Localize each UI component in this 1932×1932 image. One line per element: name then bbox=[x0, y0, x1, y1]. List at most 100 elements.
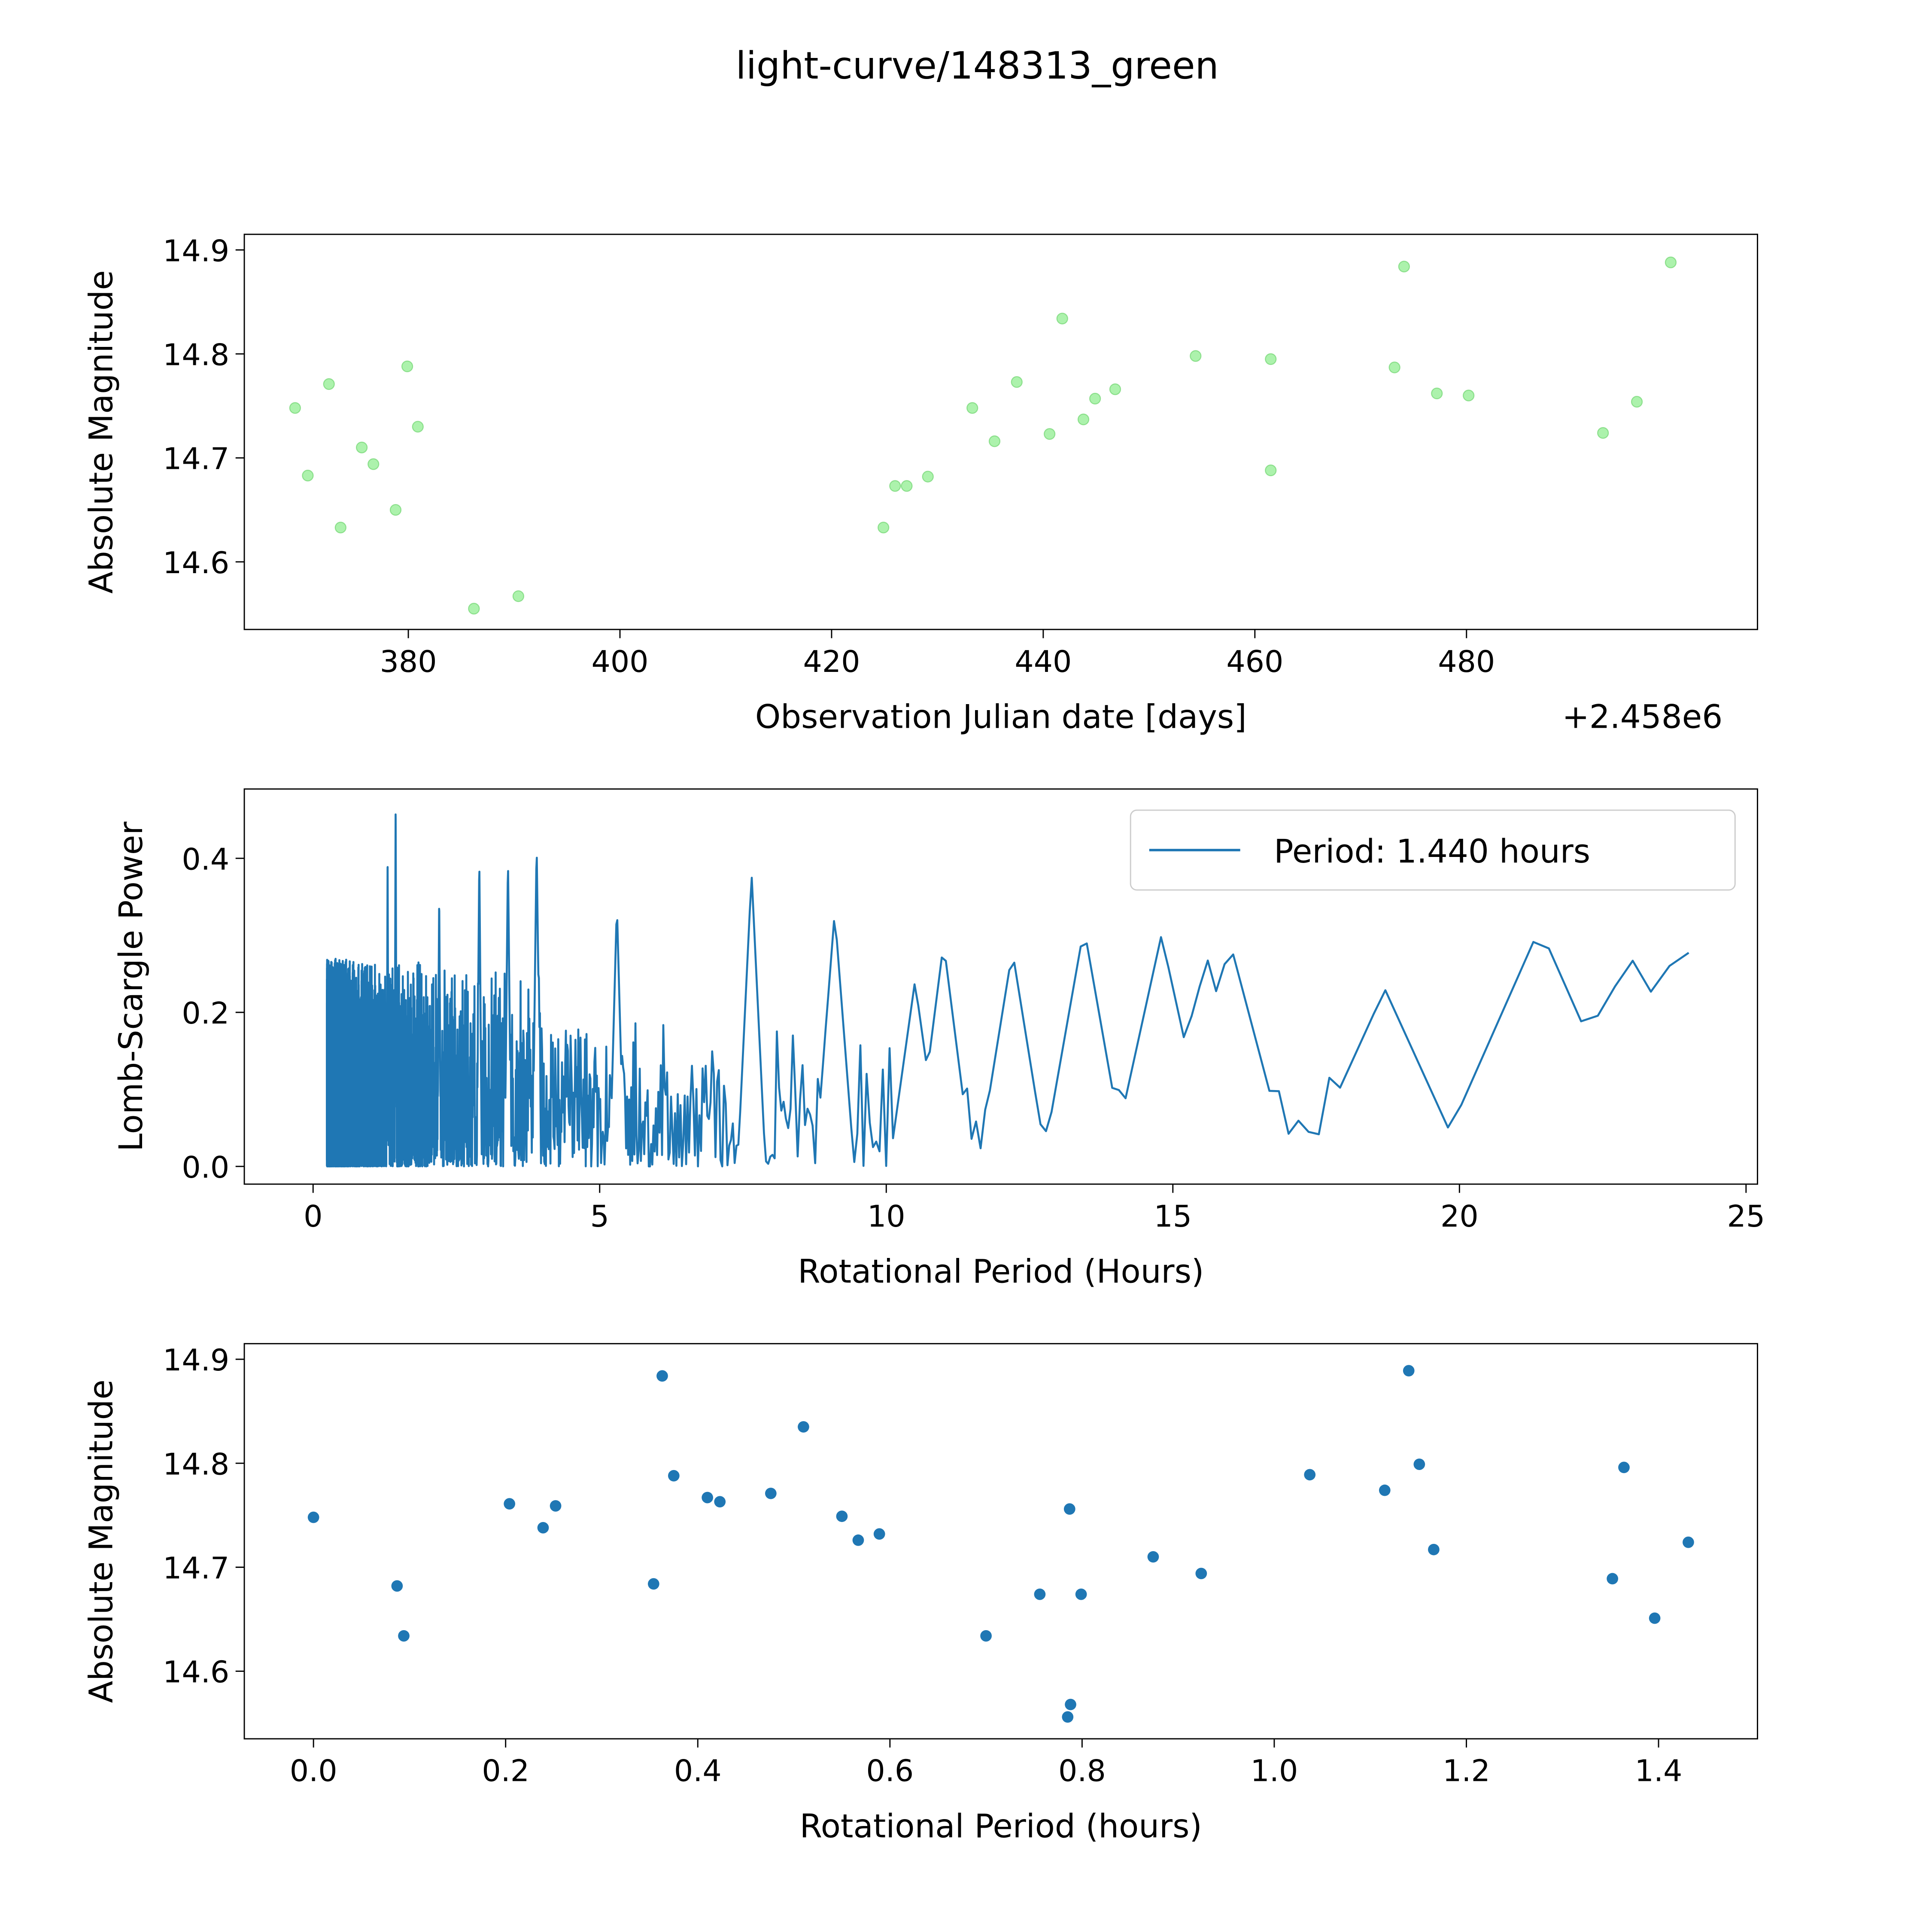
x-tick-label: 0.8 bbox=[1058, 1754, 1106, 1789]
data-point bbox=[798, 1421, 809, 1433]
data-point bbox=[1665, 256, 1677, 268]
x-tick-label: 400 bbox=[592, 644, 649, 679]
data-point bbox=[412, 421, 424, 433]
x-axis-label: Observation Julian date [days] bbox=[755, 698, 1247, 735]
data-point bbox=[1683, 1536, 1694, 1548]
x-tick-label: 0 bbox=[304, 1199, 322, 1234]
data-point bbox=[1398, 261, 1410, 273]
data-point bbox=[1649, 1612, 1661, 1624]
axes-frame bbox=[243, 234, 1758, 630]
data-point bbox=[647, 1578, 659, 1590]
x-tick-label: 1.0 bbox=[1251, 1754, 1298, 1789]
axes-frame bbox=[243, 1343, 1758, 1740]
x-axis-label: Rotational Period (Hours) bbox=[798, 1252, 1204, 1290]
data-point bbox=[656, 1370, 668, 1382]
periodogram-plot: 0 5 10 15 20 25 0.0 0.2 0.4 Rotational Period (Ho… bbox=[112, 788, 1765, 1290]
data-point bbox=[1011, 376, 1023, 388]
x-tick-label: 0.4 bbox=[674, 1754, 722, 1789]
y-tick-label: 0.4 bbox=[182, 842, 229, 877]
data-point bbox=[1379, 1484, 1391, 1496]
x-tick-label: 420 bbox=[803, 644, 860, 679]
data-point bbox=[391, 1580, 403, 1592]
data-point bbox=[398, 1630, 410, 1642]
x-tick-label: 1.2 bbox=[1443, 1754, 1490, 1789]
data-point bbox=[323, 378, 335, 390]
data-point bbox=[922, 471, 934, 483]
phase-folded-plot: 0.0 0.2 0.4 0.6 0.8 1.0 1.2 1.4 14.6 14.7 14.8 14.9… bbox=[82, 1343, 1758, 1845]
y-tick-label: 14.6 bbox=[163, 546, 229, 580]
data-point bbox=[550, 1500, 562, 1512]
periodogram-line bbox=[325, 813, 1689, 1168]
y-tick-label: 14.9 bbox=[163, 1343, 229, 1378]
data-point bbox=[1063, 1503, 1075, 1515]
x-tick-label: 480 bbox=[1438, 644, 1495, 679]
data-point bbox=[1075, 1589, 1087, 1600]
data-point bbox=[334, 522, 346, 534]
data-point bbox=[1304, 1469, 1316, 1481]
data-point bbox=[1190, 350, 1202, 362]
data-point bbox=[878, 522, 890, 534]
x-tick-label: 380 bbox=[380, 644, 437, 679]
data-point bbox=[1195, 1567, 1207, 1580]
x-tick-label: 20 bbox=[1440, 1199, 1479, 1234]
y-tick-label: 14.9 bbox=[163, 234, 229, 268]
data-point bbox=[307, 1511, 319, 1523]
data-point bbox=[1618, 1461, 1630, 1473]
data-point bbox=[1428, 1543, 1440, 1555]
data-point bbox=[702, 1492, 714, 1504]
data-point bbox=[1089, 392, 1101, 405]
data-point bbox=[980, 1630, 992, 1642]
axes-frame bbox=[243, 788, 1758, 1185]
data-point bbox=[1631, 396, 1643, 408]
data-point bbox=[1607, 1573, 1618, 1585]
data-point bbox=[1147, 1551, 1159, 1563]
data-point bbox=[852, 1534, 864, 1546]
data-point bbox=[368, 458, 380, 470]
x-tick-label: 1.4 bbox=[1635, 1754, 1683, 1789]
data-point bbox=[889, 480, 901, 492]
legend: Period: 1.440 hours bbox=[1130, 809, 1736, 891]
data-point bbox=[389, 504, 402, 516]
y-axis-label: Absolute Magnitude bbox=[82, 1379, 120, 1703]
data-point bbox=[512, 590, 525, 602]
y-tick-label: 14.8 bbox=[163, 1447, 229, 1482]
y-tick-label: 14.7 bbox=[163, 1551, 229, 1586]
data-point bbox=[1597, 427, 1609, 439]
figure-title: light-curve/148313_green bbox=[736, 44, 1219, 88]
data-point bbox=[1065, 1698, 1076, 1710]
y-tick-label: 14.8 bbox=[163, 337, 229, 372]
x-tick-label: 5 bbox=[590, 1199, 609, 1234]
data-point bbox=[836, 1510, 848, 1522]
data-point bbox=[765, 1488, 777, 1499]
legend-label: Period: 1.440 hours bbox=[1274, 832, 1590, 870]
data-point bbox=[1034, 1589, 1046, 1600]
data-point bbox=[714, 1496, 726, 1508]
data-point bbox=[1077, 413, 1090, 425]
x-tick-label: 0.6 bbox=[866, 1754, 914, 1789]
y-axis-label: Absolute Magnitude bbox=[82, 270, 120, 594]
x-tick-label: 460 bbox=[1226, 644, 1283, 679]
data-point bbox=[901, 480, 913, 492]
data-point bbox=[1109, 383, 1121, 395]
y-tick-label: 14.6 bbox=[163, 1655, 229, 1690]
data-point bbox=[1044, 428, 1056, 440]
y-tick-label: 0.0 bbox=[182, 1150, 229, 1185]
x-tick-label: 25 bbox=[1727, 1199, 1765, 1234]
data-point bbox=[873, 1528, 885, 1540]
data-point bbox=[355, 441, 368, 453]
data-point bbox=[1062, 1711, 1074, 1723]
x-tick-label: 10 bbox=[867, 1199, 905, 1234]
data-point bbox=[1431, 387, 1443, 400]
x-offset-label: +2.458e6 bbox=[1562, 698, 1723, 735]
data-point bbox=[988, 435, 1001, 447]
x-tick-label: 440 bbox=[1015, 644, 1072, 679]
data-point bbox=[401, 360, 413, 373]
data-point bbox=[1056, 313, 1068, 325]
legend-box bbox=[1130, 809, 1736, 891]
data-point bbox=[504, 1498, 516, 1510]
data-point bbox=[1403, 1365, 1415, 1377]
data-point bbox=[468, 603, 480, 615]
data-point bbox=[537, 1522, 549, 1534]
y-tick-label: 0.2 bbox=[182, 996, 229, 1031]
x-axis-label: Rotational Period (hours) bbox=[800, 1807, 1202, 1845]
